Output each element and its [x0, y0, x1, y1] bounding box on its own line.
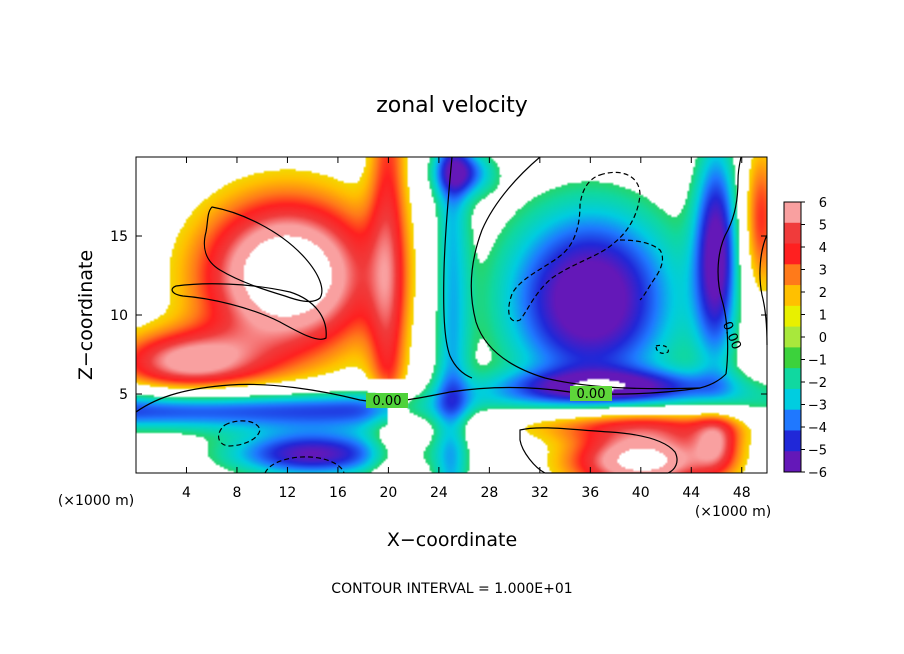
- colorbar-swatch: [784, 347, 801, 369]
- colorbar-swatch: [784, 305, 801, 328]
- y-tick-label: 10: [110, 308, 128, 324]
- negative-contour-lower-left: [218, 420, 261, 447]
- colorbar-label: 6: [819, 196, 827, 211]
- x-unit-label-right: (×1000 m): [695, 504, 771, 520]
- colorbar-label: 0: [819, 331, 827, 346]
- colorbar-label: −1: [808, 354, 827, 369]
- colorbar-label: −6: [808, 466, 827, 481]
- colorbar: 6 5 4 3 2 1 0 −1 −2 −3 −4 −5 −6: [783, 196, 827, 481]
- x-axis-ticks: 4 8 12 16 20 24 28 32 36 40 44 48: [182, 157, 751, 501]
- y-axis-label: Z−coordinate: [75, 250, 97, 380]
- x-tick-label: 40: [632, 485, 650, 501]
- x-tick-label: 24: [430, 485, 448, 501]
- colorbar-swatch: [784, 202, 801, 224]
- colorbar-label: 1: [819, 309, 827, 324]
- colorbar-swatch: [784, 388, 801, 411]
- x-tick-label: 44: [682, 485, 700, 501]
- colorbar-label: 4: [819, 241, 827, 256]
- negative-contour-upper-right: [508, 171, 641, 322]
- colorbar-label: −3: [808, 399, 827, 414]
- zero-contour-right: [717, 156, 742, 375]
- x-tick-label: 20: [379, 485, 397, 501]
- colorbar-label: 5: [819, 219, 827, 234]
- colorbar-swatch: [784, 264, 801, 286]
- negative-contour-bottom-left: [264, 456, 345, 474]
- colorbar-label: −4: [808, 421, 827, 436]
- velocity-field-image: [136, 157, 767, 473]
- y-axis-ticks: 5 10 15: [110, 229, 767, 403]
- contour-interval-footer: CONTOUR INTERVAL = 1.000E+01: [331, 581, 572, 597]
- contour-lines: [135, 156, 768, 474]
- zero-contour-horizontal: [135, 373, 727, 413]
- positive-contour-upper-left: [203, 206, 323, 303]
- x-tick-label: 28: [480, 485, 498, 501]
- colorbar-swatch: [784, 222, 801, 245]
- zero-contour-central-left: [443, 156, 473, 379]
- positive-contour-mid-left: [171, 283, 327, 340]
- y-tick-label: 15: [110, 229, 128, 245]
- x-tick-label: 32: [531, 485, 549, 501]
- colorbar-swatch: [784, 326, 801, 348]
- colorbar-swatch: [784, 451, 801, 473]
- x-unit-label-left: (×1000 m): [58, 493, 134, 509]
- colorbar-label: 3: [819, 264, 827, 279]
- plot-area: [136, 157, 767, 473]
- contour-label-zero-1: 0.00: [373, 394, 402, 409]
- contour-label-zero-2: 0.00: [577, 387, 606, 402]
- colorbar-swatch: [784, 285, 801, 307]
- x-tick-label: 4: [182, 485, 191, 501]
- colorbar-label: −2: [808, 376, 827, 391]
- colorbar-swatch: [784, 368, 801, 390]
- colorbar-label: −5: [808, 444, 827, 459]
- x-tick-label: 48: [733, 485, 751, 501]
- x-tick-label: 12: [279, 485, 297, 501]
- positive-contour-lower-right: [519, 427, 678, 474]
- x-tick-label: 8: [232, 485, 241, 501]
- colorbar-swatch: [784, 243, 801, 265]
- colorbar-swatch: [784, 409, 801, 431]
- x-tick-label: 16: [329, 485, 347, 501]
- negative-contour-small: [655, 344, 669, 354]
- chart-title: zonal velocity: [376, 93, 528, 118]
- colorbar-swatch: [784, 430, 801, 452]
- y-tick-label: 5: [119, 387, 128, 403]
- x-tick-label: 36: [581, 485, 599, 501]
- colorbar-label: 2: [819, 286, 827, 301]
- x-axis-label: X−coordinate: [387, 529, 517, 551]
